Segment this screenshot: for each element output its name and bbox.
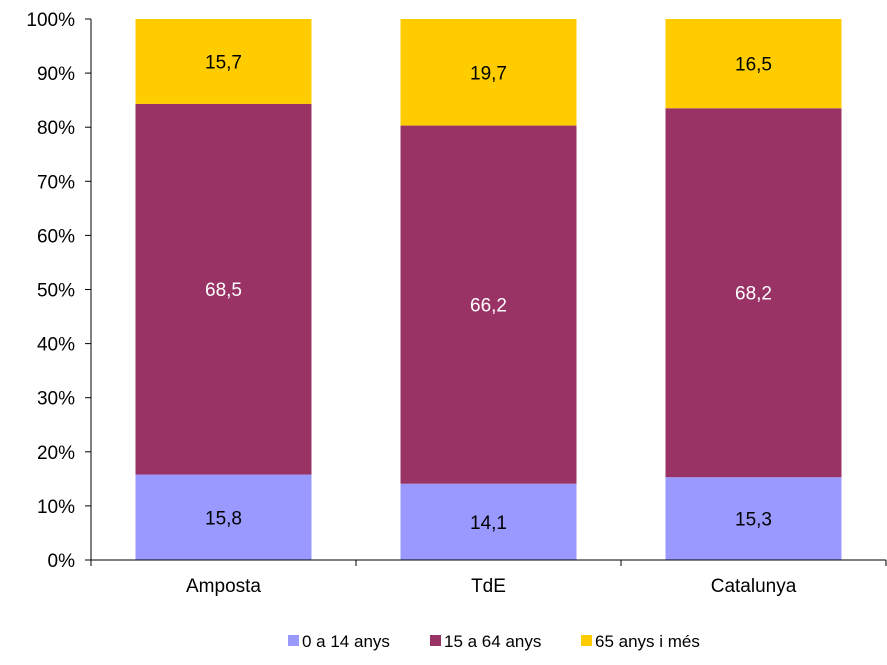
bar-amposta-series-2 (135, 19, 312, 104)
bar-tde-series-1 (400, 125, 577, 484)
x-tick-label: Catalunya (711, 576, 797, 597)
data-label: 66,2 (470, 296, 507, 317)
bar-tde-series-2 (400, 19, 577, 126)
bar-tde-series-0 (400, 483, 577, 560)
bar-catalunya-series-0 (665, 477, 842, 560)
legend-label: 15 a 64 anys (444, 632, 541, 651)
data-label: 14,1 (470, 513, 507, 534)
y-tick-label: 30% (37, 389, 75, 410)
bars-group: 15,8 68,5 15,7 14,1 66,2 19,7 15,3 68,2 16,5 (135, 19, 842, 560)
data-label: 15,7 (205, 52, 242, 73)
legend-label: 65 anys i més (595, 632, 700, 651)
y-tick-label: 20% (37, 443, 75, 464)
legend-swatch (430, 635, 441, 646)
legend-swatch (581, 635, 592, 646)
bar-catalunya-series-1 (665, 108, 842, 478)
x-tick-label: TdE (471, 576, 506, 597)
y-tick-label: 80% (37, 118, 75, 139)
y-tick-label: 100% (26, 10, 75, 31)
data-label: 19,7 (470, 63, 507, 84)
y-tick-label: 40% (37, 335, 75, 356)
data-label: 68,5 (205, 280, 242, 301)
y-tick-label: 0% (48, 551, 76, 572)
data-label: 16,5 (735, 55, 772, 76)
data-label: 68,2 (735, 284, 772, 305)
y-tick-label: 70% (37, 172, 75, 193)
bar-amposta-series-0 (135, 474, 312, 560)
x-tick-label: Amposta (186, 576, 261, 597)
axes-group: Amposta TdE Catalunya 0% 10% 20% 30% 40% 50% 60% 7… (26, 10, 887, 597)
data-label: 15,8 (205, 508, 242, 529)
y-tick-label: 10% (37, 497, 75, 518)
legend-label: 0 a 14 anys (302, 632, 390, 651)
data-label: 15,3 (735, 510, 772, 531)
y-tick-label: 90% (37, 64, 75, 85)
legend-swatch (288, 635, 299, 646)
bar-amposta-series-1 (135, 103, 312, 475)
y-tick-label: 50% (37, 281, 75, 302)
y-tick-label: 60% (37, 226, 75, 247)
bar-catalunya-series-2 (665, 19, 842, 109)
legend: 0 a 14 anys 15 a 64 anys 65 anys i més (288, 632, 700, 651)
